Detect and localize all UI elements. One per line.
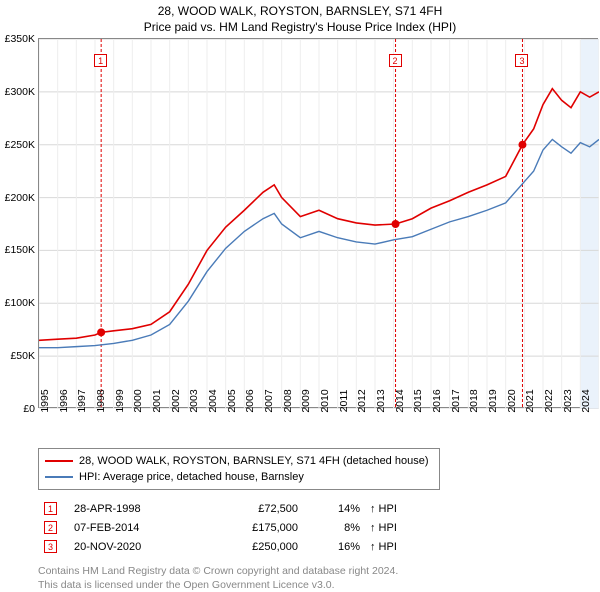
x-tick-label: 1997: [76, 389, 88, 412]
x-tick-label: 2024: [580, 389, 592, 412]
anno-suffix: ↑ HPI: [366, 500, 401, 517]
x-tick-label: 2007: [263, 389, 275, 412]
anno-suffix: ↑ HPI: [366, 538, 401, 555]
footer: Contains HM Land Registry data © Crown c…: [38, 565, 600, 592]
x-tick-label: 2000: [132, 389, 144, 412]
x-tick-label: 1998: [95, 389, 107, 412]
x-tick-label: 2004: [207, 389, 219, 412]
annotation-row: 3 20-NOV-2020£250,00016%↑ HPI: [40, 538, 401, 555]
y-tick-label: £350K: [1, 33, 35, 45]
legend-swatch: [45, 476, 73, 478]
annotation-row: 1 28-APR-1998£72,50014%↑ HPI: [40, 500, 401, 517]
legend-item: 28, WOOD WALK, ROYSTON, BARNSLEY, S71 4F…: [45, 453, 433, 469]
y-tick-label: £0: [1, 403, 35, 415]
legend-label: 28, WOOD WALK, ROYSTON, BARNSLEY, S71 4F…: [79, 455, 429, 467]
marker-icon: 2: [44, 521, 57, 534]
anno-pct: 14%: [304, 500, 364, 517]
y-tick-label: £50K: [1, 350, 35, 362]
marker-icon: 3: [44, 540, 57, 553]
x-tick-label: 2008: [282, 389, 294, 412]
x-tick-label: 2005: [226, 389, 238, 412]
anno-price: £250,000: [202, 538, 302, 555]
x-tick-label: 2016: [431, 389, 443, 412]
y-tick-label: £150K: [1, 244, 35, 256]
anno-pct: 8%: [304, 519, 364, 536]
anno-price: £175,000: [202, 519, 302, 536]
annotation-table: 128-APR-1998£72,50014%↑ HPI207-FEB-2014£…: [38, 498, 403, 557]
x-tick-label: 2020: [506, 389, 518, 412]
x-tick-label: 1995: [39, 389, 51, 412]
annotation-row: 2 07-FEB-2014£175,0008%↑ HPI: [40, 519, 401, 536]
chart-subtitle: Price paid vs. HM Land Registry's House …: [0, 18, 600, 38]
anno-suffix: ↑ HPI: [366, 519, 401, 536]
chart-area: £0£50K£100K£150K£200K£250K£300K£350K 199…: [38, 38, 598, 408]
x-tick-label: 1999: [114, 389, 126, 412]
x-tick-label: 2006: [244, 389, 256, 412]
marker-label-2: 2: [389, 54, 402, 67]
x-tick-label: 2001: [151, 389, 163, 412]
anno-date: 28-APR-1998: [70, 500, 200, 517]
chart-title: 28, WOOD WALK, ROYSTON, BARNSLEY, S71 4F…: [0, 0, 600, 18]
footer-line: Contains HM Land Registry data © Crown c…: [38, 565, 600, 579]
legend-label: HPI: Average price, detached house, Barn…: [79, 471, 304, 483]
marker-icon: 1: [44, 502, 57, 515]
x-tick-label: 2014: [394, 389, 406, 412]
chart-svg: [39, 39, 599, 409]
x-tick-label: 2017: [450, 389, 462, 412]
y-tick-label: £100K: [1, 297, 35, 309]
x-tick-label: 2021: [524, 389, 536, 412]
y-tick-label: £250K: [1, 139, 35, 151]
anno-pct: 16%: [304, 538, 364, 555]
anno-date: 07-FEB-2014: [70, 519, 200, 536]
legend: 28, WOOD WALK, ROYSTON, BARNSLEY, S71 4F…: [38, 448, 440, 490]
x-tick-label: 2013: [375, 389, 387, 412]
anno-price: £72,500: [202, 500, 302, 517]
x-tick-label: 2019: [487, 389, 499, 412]
x-tick-label: 2002: [170, 389, 182, 412]
anno-date: 20-NOV-2020: [70, 538, 200, 555]
y-tick-label: £300K: [1, 86, 35, 98]
x-tick-label: 2011: [338, 390, 350, 413]
x-tick-label: 2022: [543, 389, 555, 412]
x-tick-label: 2009: [300, 389, 312, 412]
x-tick-label: 2012: [356, 389, 368, 412]
x-tick-label: 1996: [58, 389, 70, 412]
marker-label-3: 3: [515, 54, 528, 67]
legend-item: HPI: Average price, detached house, Barn…: [45, 469, 433, 485]
x-tick-label: 2023: [562, 389, 574, 412]
legend-swatch: [45, 460, 73, 462]
x-tick-label: 2010: [319, 389, 331, 412]
x-tick-label: 2015: [412, 389, 424, 412]
marker-label-1: 1: [94, 54, 107, 67]
y-tick-label: £200K: [1, 192, 35, 204]
x-tick-label: 2003: [188, 389, 200, 412]
x-tick-label: 2018: [468, 389, 480, 412]
